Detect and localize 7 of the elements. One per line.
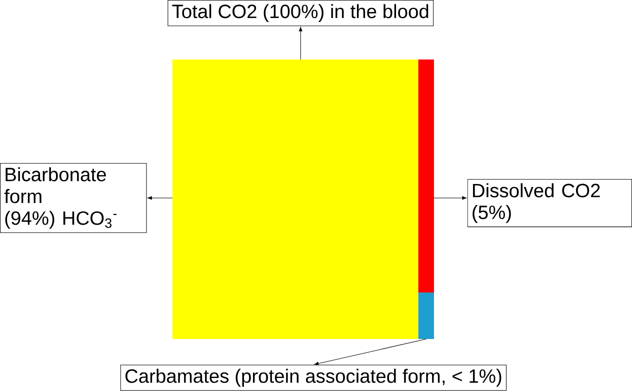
data-label: (94%) HCO$_{3}$- — [5, 210, 117, 229]
category-label: Dissolved CO2 — [473, 183, 600, 198]
data-label: , < 1%) — [442, 368, 502, 387]
text: Total CO2 (100%) in the blood — [172, 4, 428, 22]
data-label: (5%) — [472, 205, 511, 224]
category-label: Carbamates (protein associated form — [125, 368, 440, 387]
category-label: Bicarbonate form — [4, 167, 106, 204]
